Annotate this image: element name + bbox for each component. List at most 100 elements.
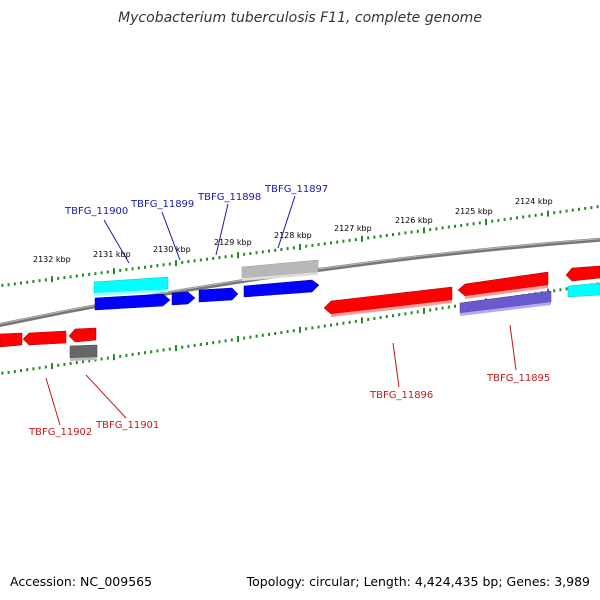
minor-tick bbox=[404, 312, 407, 316]
minor-tick bbox=[553, 211, 556, 215]
feature-blue-4[interactable] bbox=[243, 279, 320, 298]
minor-tick bbox=[528, 214, 531, 218]
minor-tick bbox=[286, 247, 289, 251]
minor-tick bbox=[1, 283, 4, 287]
minor-tick bbox=[379, 234, 382, 238]
major-tick bbox=[237, 336, 239, 342]
feature-red-edge-left[interactable] bbox=[0, 332, 23, 348]
minor-tick bbox=[590, 206, 593, 210]
scale-label: 2127 kbp bbox=[334, 224, 372, 233]
feature-blue-1[interactable] bbox=[94, 293, 171, 311]
minor-tick bbox=[100, 357, 103, 361]
minor-tick bbox=[441, 226, 444, 230]
minor-tick bbox=[32, 280, 35, 283]
minor-tick bbox=[367, 236, 370, 240]
minor-tick bbox=[559, 288, 562, 292]
minor-tick bbox=[565, 209, 568, 213]
upper-tick-track bbox=[1, 205, 599, 287]
minor-tick bbox=[212, 256, 215, 260]
minor-tick bbox=[150, 264, 153, 268]
gene-label-reverse[interactable]: TBFG_11896 bbox=[369, 390, 433, 401]
minor-tick bbox=[429, 308, 432, 312]
minor-tick bbox=[348, 238, 351, 242]
map-title: Mycobacterium tuberculosis F11, complete… bbox=[118, 10, 482, 26]
major-tick bbox=[485, 219, 487, 225]
minor-tick bbox=[131, 267, 134, 271]
leader-11901 bbox=[85, 374, 127, 419]
feature-track bbox=[0, 259, 600, 361]
gene-label-forward[interactable]: TBFG_11897 bbox=[264, 184, 328, 195]
feature-darkgray-shadow bbox=[70, 357, 97, 361]
leader-11900 bbox=[103, 219, 130, 264]
gene-label-reverse[interactable]: TBFG_11902 bbox=[28, 427, 92, 438]
feature-red-right-shadow bbox=[465, 285, 548, 299]
leader-11895 bbox=[509, 324, 517, 371]
major-tick bbox=[237, 252, 239, 259]
major-tick bbox=[113, 268, 115, 275]
feature-cyan-forward-shadow bbox=[94, 289, 168, 296]
minor-tick bbox=[100, 271, 103, 275]
leader-11902 bbox=[45, 377, 61, 426]
minor-tick bbox=[230, 254, 233, 258]
gene-label-forward[interactable]: TBFG_11898 bbox=[197, 192, 261, 203]
gene-label-reverse[interactable]: TBFG_11895 bbox=[486, 373, 550, 384]
minor-tick bbox=[330, 241, 332, 245]
minor-tick bbox=[38, 366, 41, 370]
major-tick bbox=[299, 244, 301, 250]
minor-tick bbox=[156, 349, 159, 353]
minor-tick bbox=[94, 272, 97, 276]
gene-label-reverse[interactable]: TBFG_11901 bbox=[95, 420, 159, 431]
minor-tick bbox=[212, 341, 215, 345]
feature-red-3[interactable] bbox=[68, 327, 97, 343]
minor-tick bbox=[88, 272, 91, 276]
minor-tick bbox=[286, 330, 289, 334]
minor-tick bbox=[373, 235, 376, 239]
minor-tick bbox=[522, 215, 525, 219]
feature-red-edge-right[interactable] bbox=[565, 265, 600, 282]
minor-tick bbox=[193, 259, 196, 263]
gene-label-forward[interactable]: TBFG_11900 bbox=[64, 206, 128, 217]
feature-cyan-right[interactable] bbox=[567, 282, 600, 298]
feature-blue-2[interactable] bbox=[171, 291, 196, 306]
minor-tick bbox=[187, 260, 190, 264]
minor-tick bbox=[20, 369, 22, 373]
feature-blue-3[interactable] bbox=[198, 287, 239, 303]
minor-tick bbox=[119, 268, 122, 272]
feature-red-big-shadow bbox=[331, 300, 452, 317]
minor-tick bbox=[330, 323, 332, 327]
minor-tick bbox=[268, 332, 270, 336]
major-tick bbox=[423, 227, 425, 234]
minor-tick bbox=[57, 363, 60, 367]
minor-tick bbox=[63, 362, 66, 366]
minor-tick bbox=[249, 335, 252, 339]
minor-tick bbox=[261, 250, 264, 254]
minor-tick bbox=[243, 252, 246, 256]
minor-tick bbox=[385, 315, 388, 319]
minor-tick bbox=[336, 240, 339, 244]
feature-red-2[interactable] bbox=[22, 330, 67, 346]
minor-tick bbox=[584, 206, 587, 210]
minor-tick bbox=[261, 333, 264, 337]
minor-tick bbox=[44, 278, 47, 282]
minor-tick bbox=[466, 223, 469, 227]
minor-tick bbox=[472, 222, 475, 226]
minor-tick bbox=[13, 370, 16, 373]
minor-tick bbox=[1, 371, 4, 375]
minor-tick bbox=[354, 319, 357, 323]
feature-darkgray[interactable] bbox=[69, 344, 98, 359]
minor-tick bbox=[44, 365, 47, 369]
gene-label-forward[interactable]: TBFG_11899 bbox=[130, 199, 194, 210]
minor-tick bbox=[206, 257, 208, 261]
major-tick bbox=[361, 235, 363, 242]
minor-tick bbox=[168, 262, 171, 266]
minor-tick bbox=[69, 275, 72, 279]
minor-tick bbox=[398, 313, 401, 317]
major-tick bbox=[547, 210, 549, 217]
minor-tick bbox=[255, 334, 258, 338]
minor-tick bbox=[249, 252, 252, 255]
minor-tick bbox=[348, 320, 351, 324]
genome-summary-text: Topology: circular; Length: 4,424,435 bp… bbox=[246, 574, 590, 589]
accession-text: Accession: NC_009565 bbox=[10, 574, 153, 589]
minor-tick bbox=[559, 210, 562, 214]
